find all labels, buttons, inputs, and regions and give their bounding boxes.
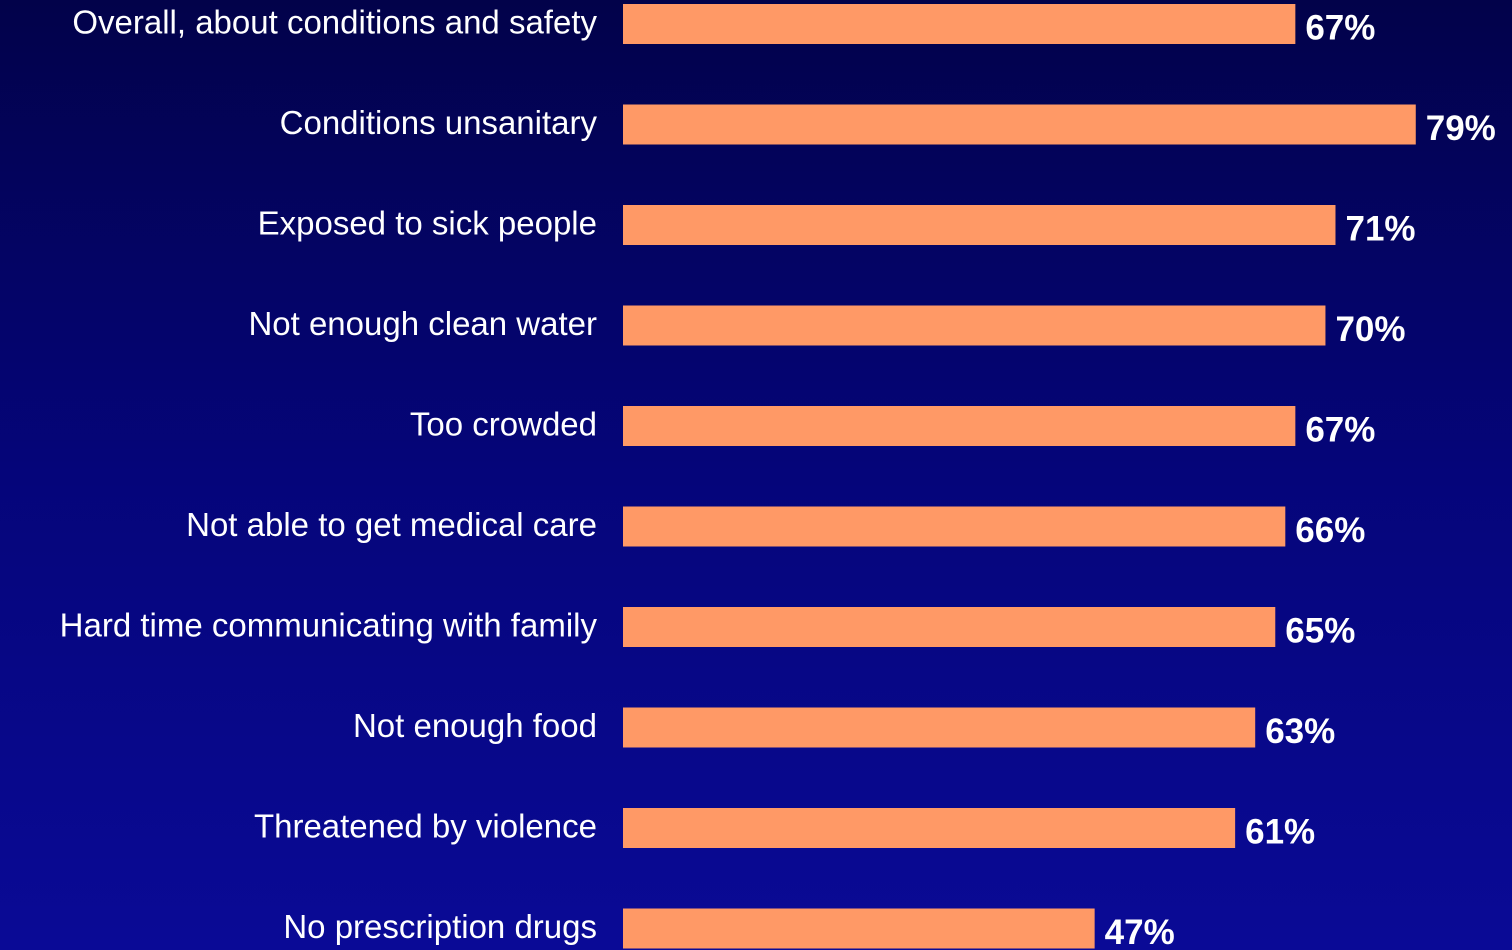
category-label: Hard time communicating with family (60, 607, 598, 644)
category-label: Threatened by violence (254, 808, 597, 845)
bar (623, 305, 1326, 346)
bar (623, 205, 1336, 245)
category-labels-group: Overall, about conditions and safety Cond… (60, 4, 598, 946)
value-label: 67% (1305, 8, 1375, 47)
value-label: 79% (1426, 109, 1496, 148)
category-label: Too crowded (410, 406, 597, 443)
bar (623, 406, 1296, 446)
value-label: 61% (1245, 812, 1315, 851)
value-label: 67% (1305, 410, 1375, 449)
category-label: Overall, about conditions and safety (72, 4, 597, 41)
value-label: 47% (1105, 913, 1175, 950)
bar (623, 104, 1416, 145)
category-label: Exposed to sick people (258, 205, 597, 242)
category-label: Conditions unsanitary (280, 104, 598, 141)
bar (623, 808, 1236, 848)
value-label: 66% (1295, 511, 1365, 550)
category-label: Not enough clean water (248, 305, 597, 342)
category-label: Not able to get medical care (186, 506, 597, 543)
bar (623, 908, 1095, 949)
category-label: Not enough food (353, 707, 597, 744)
bar (623, 707, 1256, 748)
bar (623, 4, 1296, 44)
value-label: 71% (1345, 209, 1415, 248)
bar (623, 607, 1276, 647)
value-labels-group: 67% 79% 71% 70% 67% 66% 65% 63% 61% 47% (1105, 8, 1496, 950)
value-label: 65% (1285, 611, 1355, 650)
bars-group (623, 4, 1416, 949)
value-label: 63% (1265, 712, 1335, 751)
bar (623, 506, 1286, 547)
value-label: 70% (1335, 310, 1405, 349)
category-label: No prescription drugs (283, 908, 597, 945)
